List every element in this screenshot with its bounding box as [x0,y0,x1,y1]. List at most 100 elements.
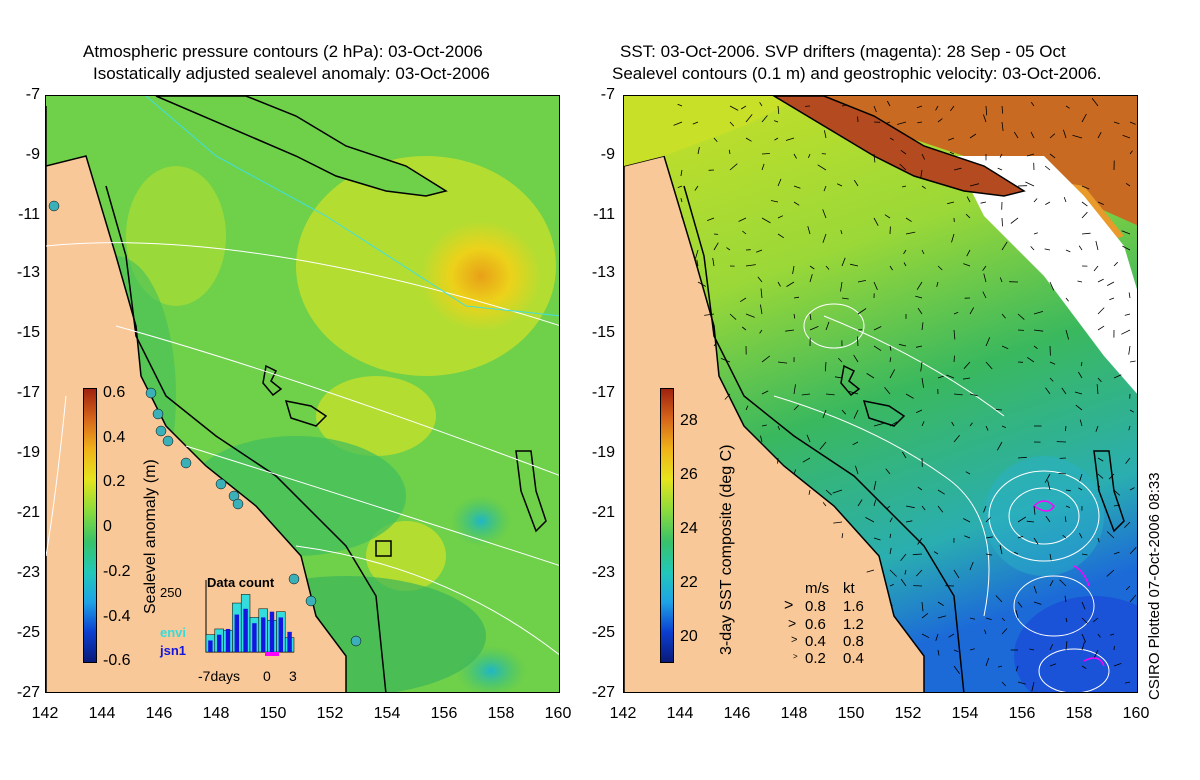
velocity-arrow [832,489,843,494]
histogram-bar-jsn1 [278,617,283,652]
velocity-arrow [823,185,827,192]
velocity-arrow [983,114,987,123]
velocity-arrow [937,601,944,606]
velocity-arrow [1093,265,1099,272]
velocity-arrow [742,230,747,235]
colorbar-tick: 20 [680,628,698,645]
velocity-arrow [1121,230,1131,235]
velocity-arrow [1113,504,1120,507]
velocity-arrow [1001,425,1007,428]
velocity-arrow [809,313,812,321]
velocity-arrow [808,153,811,158]
velocity-arrow [1001,313,1006,319]
velocity-arrow [785,137,795,141]
velocity-arrow [1081,185,1090,190]
svp-drifters [1033,500,1105,667]
velocity-arrow [760,288,763,299]
velocity-arrow [951,233,955,243]
velocity-arrow [963,263,971,267]
velocity-arrow [841,409,847,415]
velocity-arrow [1033,601,1042,605]
velocity-arrow [865,517,875,523]
velocity-arrow [953,649,959,653]
velocity-arrow [917,121,923,124]
left-xtick: 144 [88,705,116,722]
velocity-arrow [898,343,907,347]
velocity-arrow [885,121,891,124]
colorbar-tick: 26 [680,466,698,483]
velocity-arrow [833,521,843,524]
velocity-arrow [1033,329,1044,332]
velocity-arrow [995,595,1003,603]
velocity-arrow [921,249,925,255]
velocity-arrow [980,201,987,204]
velocity-arrow [1065,425,1067,432]
right-xtick: 160 [1122,705,1150,722]
velocity-arrow [889,421,898,427]
legend-arrow-icon: > [793,652,798,661]
velocity-arrow [889,547,892,555]
velocity-arrow [1128,345,1131,355]
velocity-arrow [1108,473,1115,480]
velocity-arrow [793,405,799,411]
velocity-arrow [760,304,763,315]
velocity-arrow [1113,489,1120,496]
velocity-arrow [889,569,897,577]
velocity-arrow [921,377,924,388]
velocity-arrow [921,612,929,619]
velocity-arrow [985,105,988,116]
velocity-arrow [786,281,795,287]
velocity-arrow [1064,516,1067,523]
velocity-arrow [921,633,930,639]
legend-arrow-icon: > [788,615,797,631]
velocity-arrow [1014,551,1019,555]
velocity-arrow [917,486,923,491]
velocity-arrow [969,133,977,139]
velocity-arrow [902,451,907,459]
velocity-arrow [1049,281,1055,291]
velocity-arrow [1077,280,1083,283]
velocity-arrow [745,313,755,318]
velocity-arrow [1097,132,1102,139]
velocity-arrow [1049,153,1056,159]
histogram-bar-jsn1 [261,617,266,652]
legend-ms: 0.8 [805,598,826,615]
velocity-arrow [1124,521,1131,528]
histogram-bar-jsn1 [208,640,213,652]
velocity-arrow [964,535,971,539]
velocity-arrow [694,185,699,191]
velocity-arrow [1017,535,1024,539]
velocity-arrow [1049,644,1054,651]
sst-colorbar [660,388,674,663]
velocity-arrow [969,183,980,187]
velocity-arrow [962,377,971,380]
velocity-arrow [729,105,739,111]
velocity-arrow [1065,329,1069,340]
velocity-arrow [825,489,832,496]
velocity-arrow [848,391,859,395]
velocity-arrow [866,373,875,379]
velocity-arrow [965,213,971,219]
velocity-arrow [1093,617,1099,623]
velocity-arrow [1049,663,1057,667]
velocity-arrow [745,114,753,123]
velocity-arrow [777,233,785,239]
velocity-arrow [1079,532,1083,539]
data-count-title: Data count [207,575,275,590]
velocity-arrow [935,633,939,641]
histogram-bar-jsn1 [269,611,275,652]
velocity-arrow [759,329,763,334]
velocity-arrow [1075,404,1083,411]
right-xtick: 158 [1065,705,1093,722]
velocity-arrow [704,313,715,316]
velocity-arrow [1097,485,1100,491]
velocity-arrow [680,212,683,219]
cloud-mask [954,156,1137,394]
velocity-arrow [905,520,913,523]
left-ytick: -23 [16,564,40,581]
velocity-arrow [900,553,907,561]
legend-header-kt: kt [843,580,855,597]
velocity-arrow [873,537,881,541]
velocity-arrow [1113,663,1122,667]
velocity-arrow [937,375,944,379]
